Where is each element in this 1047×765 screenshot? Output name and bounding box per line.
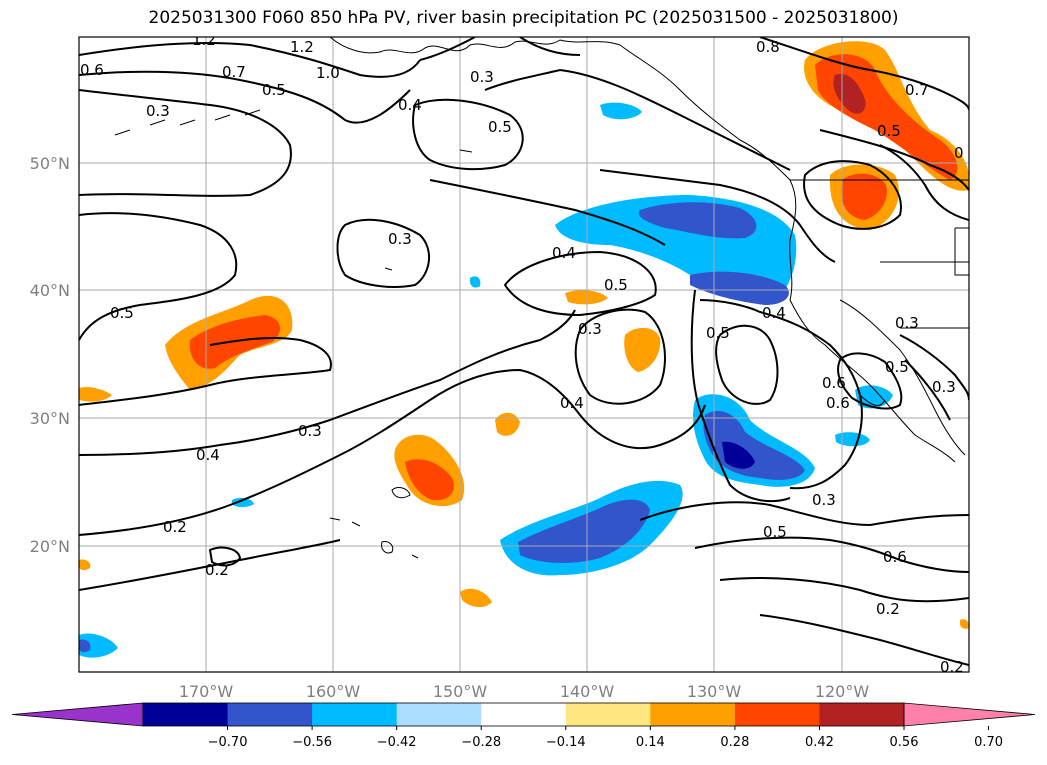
colorbar-tick-label: −0.28 [461, 735, 501, 750]
contour-label: 1.2 [192, 31, 216, 49]
lon-label-150w: 150°W [433, 682, 488, 701]
contour-label: 0.2 [940, 658, 964, 676]
colorbar-tick-label: 0.42 [805, 735, 834, 750]
contour-label: 0.6 [80, 61, 104, 79]
contour-label: 0.5 [262, 81, 286, 99]
contour-label: 0.4 [398, 96, 422, 114]
colorbar-segment [396, 703, 482, 726]
precip-positive-area [460, 588, 492, 608]
colorbar-tick-label: 0.70 [974, 735, 1003, 750]
precip-positive-area [79, 387, 112, 402]
colorbar-frame [142, 702, 905, 727]
precip-negative-area [79, 633, 118, 658]
colorbar-segment [312, 703, 398, 726]
contour-label: 0.6 [826, 394, 850, 412]
lat-label-40n: 40°N [30, 281, 70, 300]
colorbar-tick-label: −0.42 [377, 735, 417, 750]
contour-label: 0.5 [885, 358, 909, 376]
precip-negative-area [232, 497, 254, 507]
contour-label: 0.3 [932, 378, 956, 396]
contour-label: 0.5 [604, 276, 628, 294]
contour-label: 0.8 [756, 38, 780, 56]
colorbar-segment [819, 703, 905, 726]
colorbar-tick-label: −0.70 [208, 735, 248, 750]
precip-negative-area [638, 202, 757, 239]
lon-label-160w: 160°W [306, 682, 361, 701]
coastlines [114, 37, 969, 559]
precip-positive-area [960, 619, 969, 629]
contour-label: 0.4 [196, 446, 220, 464]
contour-label: 0.6 [822, 374, 846, 392]
precip-positive-area [841, 173, 887, 220]
lat-label-20n: 20°N [30, 537, 70, 556]
colorbar-segment [227, 703, 313, 726]
map-frame [78, 36, 970, 673]
contour-label: 0.5 [110, 304, 134, 322]
contour-label: 0.7 [222, 63, 246, 81]
contour-label: 0.5 [488, 118, 512, 136]
precip-negative-area [469, 276, 481, 288]
contour-label: 0.2 [163, 518, 187, 536]
contour-label: 0.5 [706, 324, 730, 342]
contour-label: 0.4 [552, 244, 576, 262]
contour-label: 0.3 [388, 230, 412, 248]
precip-negative-area [690, 271, 789, 305]
colorbar-extend-low [11, 702, 144, 727]
colorbar-tick-label: 0.14 [636, 735, 665, 750]
precip-negative-area [722, 441, 755, 469]
colorbar-segment [565, 703, 651, 726]
contour-label: 0.2 [876, 600, 900, 618]
contour-label: 1.2 [290, 38, 314, 56]
colorbar-tick-label: 0.56 [890, 735, 919, 750]
colorbar-ticks: −0.70 −0.56 −0.42 −0.28 −0.14 0.14 0.28 0.42 0.5… [208, 726, 1003, 750]
lon-label-140w: 140°W [560, 682, 615, 701]
contour-label: 0.4 [762, 304, 786, 322]
longitude-labels: 170°W 160°W 150°W 140°W 130°W 120°W [179, 682, 870, 701]
contour-labels: 1.2 1.2 0.6 0.7 1.0 0.5 0.3 0.4 0.3 0.8 … [80, 31, 964, 676]
colorbar-tick-label: −0.14 [546, 735, 586, 750]
precip-negative-area [79, 639, 91, 653]
precip-negative-area [835, 432, 870, 447]
contour-label: 0.3 [470, 68, 494, 86]
contour-label: 0.7 [905, 81, 929, 99]
lon-label-170w: 170°W [179, 682, 234, 701]
contour-label: 0.6 [883, 548, 907, 566]
colorbar-tick-label: −0.56 [292, 735, 332, 750]
colorbar-extend-high [903, 702, 1036, 727]
colorbar-segment [143, 703, 229, 726]
colorbar-tick-label: 0.28 [720, 735, 749, 750]
contour-label: 1.0 [316, 64, 340, 82]
colorbar-segment [650, 703, 736, 726]
colorbar-segment [734, 703, 820, 726]
pv-contours [79, 37, 969, 666]
contour-label: 0 [954, 144, 964, 162]
contour-label: 0.3 [298, 422, 322, 440]
precip-positive-area [624, 327, 661, 372]
colorbar [11, 702, 1036, 727]
latitude-labels: 50°N 40°N 30°N 20°N [30, 154, 70, 556]
precip-positive-area [833, 74, 866, 114]
precip-negative-area [600, 102, 642, 120]
lat-label-30n: 30°N [30, 409, 70, 428]
gridlines [79, 37, 969, 672]
contour-label: 0.4 [560, 394, 584, 412]
contour-label: 0.3 [812, 491, 836, 509]
precip-negative-area [518, 499, 650, 563]
contour-label: 0.3 [578, 320, 602, 338]
map-content: 1.2 1.2 0.6 0.7 1.0 0.5 0.3 0.4 0.3 0.8 … [79, 31, 969, 676]
lat-label-50n: 50°N [30, 154, 70, 173]
precip-positive-area [495, 412, 520, 436]
contour-label: 0.3 [895, 314, 919, 332]
contour-label: 0.5 [763, 523, 787, 541]
precip-positive-area [405, 459, 454, 501]
contour-label: 0.3 [146, 102, 170, 120]
lon-label-120w: 120°W [815, 682, 870, 701]
lon-label-130w: 130°W [687, 682, 742, 701]
map-title: 2025031300 F060 850 hPa PV, river basin … [148, 8, 899, 28]
contour-label: 0.5 [877, 122, 901, 140]
precip-positive-area [79, 559, 91, 571]
contour-label: 0.2 [205, 561, 229, 579]
colorbar-segment [481, 703, 567, 726]
